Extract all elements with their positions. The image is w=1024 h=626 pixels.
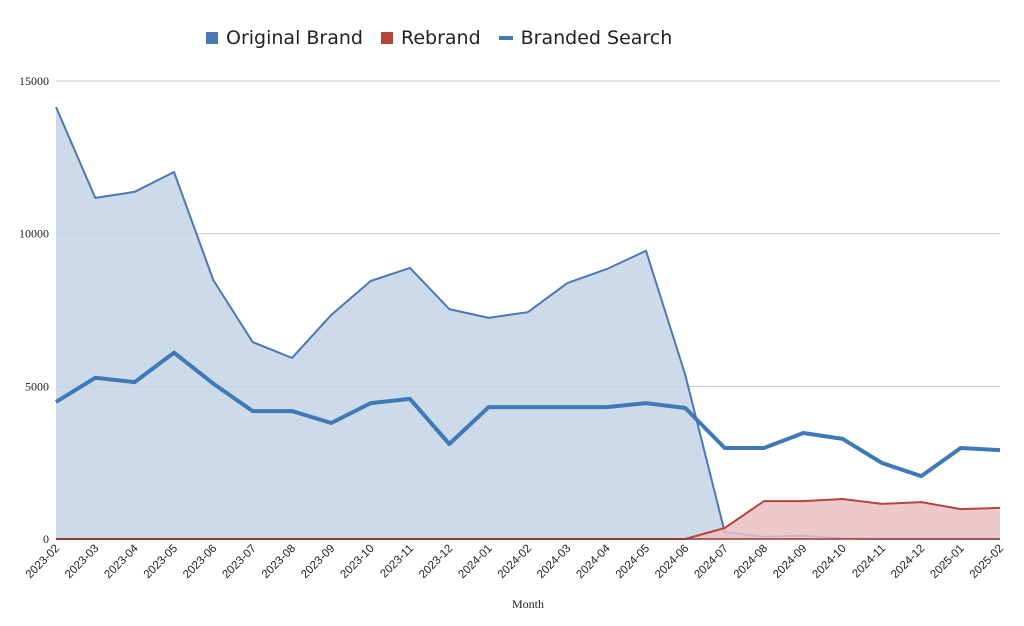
x-tick-label: 2024-02 (496, 543, 534, 581)
legend-label: Rebrand (400, 27, 481, 49)
x-tick-label: 2024-08 (732, 543, 770, 581)
x-tick-label: 2024-05 (614, 543, 652, 581)
x-axis: 2023-02 2023-03 2023-04 2023-05 2023-06 2023-… (24, 542, 1006, 581)
y-tick-label: 15000 (19, 74, 49, 88)
y-tick-label: 5000 (25, 379, 49, 393)
legend-item-rebrand[interactable]: Rebrand (380, 27, 481, 49)
x-tick-label: 2023-05 (142, 543, 180, 581)
x-tick-label: 2024-01 (456, 543, 494, 581)
x-tick-label: 2025-01 (928, 543, 966, 581)
x-tick-label: 2024-09 (771, 543, 809, 581)
legend-label: Branded Search (520, 27, 673, 49)
x-tick-label: 2023-10 (338, 543, 376, 581)
x-tick-label: 2023-07 (220, 543, 258, 581)
rebrand-swatch-icon (380, 32, 393, 44)
x-tick-label: 2023-08 (260, 543, 298, 581)
x-tick-label: 2024-03 (535, 543, 573, 581)
x-tick-label: 2023-03 (63, 543, 101, 581)
x-tick-label: 2023-12 (417, 543, 455, 581)
original-brand-swatch-icon (206, 32, 218, 44)
x-tick-label: 2024-12 (889, 543, 927, 581)
x-tick-label: 2023-06 (181, 543, 219, 581)
x-tick-label: 2023-09 (299, 543, 337, 581)
original-brand-area (56, 107, 1000, 539)
x-tick-label: 2024-07 (692, 543, 730, 581)
legend-label: Original Brand (226, 27, 363, 49)
branded-search-line (54, 350, 1001, 479)
branded-search-line-icon (498, 36, 513, 40)
x-tick-label: 2023-04 (102, 542, 141, 581)
legend-item-original-brand[interactable]: Original Brand (206, 27, 363, 49)
line-series (54, 350, 1001, 540)
x-axis-label: Month (512, 597, 544, 611)
x-tick-label: 2023-11 (378, 543, 416, 581)
y-axis: 0 5000 10000 15000 (19, 74, 49, 546)
chart-legend: Original Brand Rebrand Branded Search (206, 27, 690, 49)
legend-item-branded-search[interactable]: Branded Search (498, 27, 673, 49)
x-tick-label: 2024-10 (810, 543, 848, 581)
y-tick-label: 0 (43, 532, 49, 546)
x-tick-label: 2024-11 (850, 543, 888, 581)
rebrand-area (56, 499, 1000, 539)
x-tick-label: 2023-02 (24, 543, 62, 581)
x-tick-label: 2024-04 (574, 542, 613, 581)
area-series (55, 106, 1001, 540)
y-tick-label: 10000 (19, 227, 49, 241)
x-tick-label: 2024-06 (653, 543, 691, 581)
x-tick-label: 2025-02 (968, 543, 1006, 581)
